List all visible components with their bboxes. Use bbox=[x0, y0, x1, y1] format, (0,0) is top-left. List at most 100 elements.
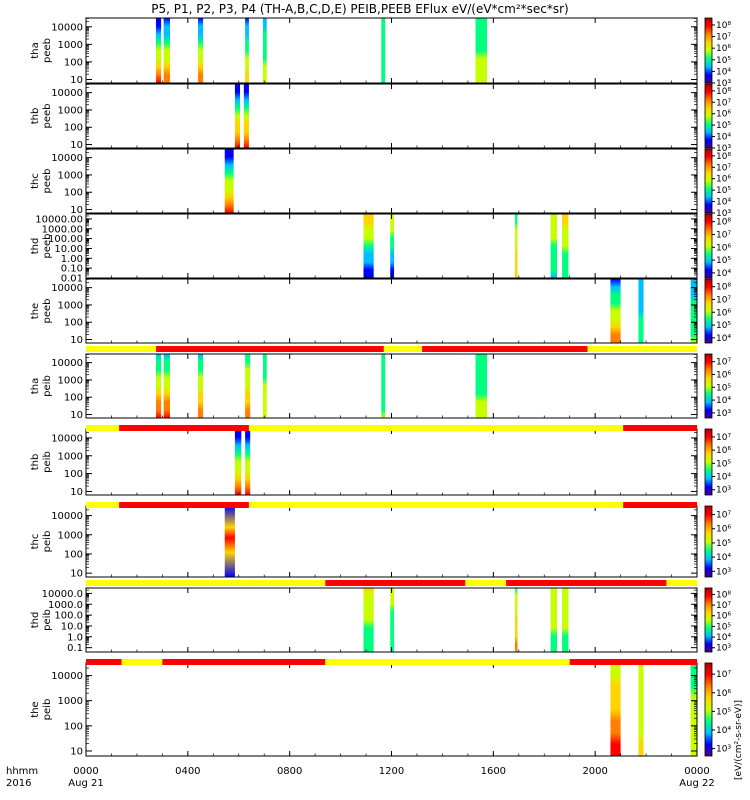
y-tick-label: 10 bbox=[70, 335, 83, 346]
colorbar: 10³ 10⁴ 10⁵ 10⁶ 10⁷ bbox=[704, 428, 731, 496]
y-tick-label: 100.00 bbox=[48, 234, 83, 245]
colorbar-tick-label: 10⁶ bbox=[716, 370, 731, 380]
y-tick-label: 10.00 bbox=[54, 244, 83, 255]
colorbar-tick-label: 10⁴ bbox=[716, 726, 731, 736]
colorbar: 10³ 10⁴ 10⁵ 10⁶ 10⁷ bbox=[704, 505, 731, 578]
panel-background bbox=[86, 354, 697, 418]
y-tick-label: 100 bbox=[64, 393, 83, 404]
panel-background bbox=[86, 663, 697, 756]
y-tick-label: 1000 bbox=[58, 170, 83, 181]
colorbar-tick-label: 10⁴ bbox=[716, 133, 731, 143]
mode-bar-yellow-segment bbox=[465, 580, 507, 586]
colorbar-tick-label: 10⁵ bbox=[716, 383, 731, 393]
spectrogram-block bbox=[243, 84, 249, 148]
panel-ylabel-probe: the bbox=[30, 701, 41, 717]
colorbar-tick-label: 10³ bbox=[716, 644, 731, 654]
colorbar-tick-label: 10⁶ bbox=[716, 446, 731, 456]
y-tick-label: 10000 bbox=[51, 153, 83, 164]
colorbar-strip bbox=[704, 213, 713, 279]
y-tick-label: 10 bbox=[70, 487, 83, 498]
spectrogram-block bbox=[156, 354, 162, 418]
colorbar: 10⁴ 10⁵ 10⁶ 10⁷ 10⁸ bbox=[704, 213, 731, 279]
colorbar-tick-label: 10³ bbox=[716, 144, 731, 154]
y-tick-label: 0.10 bbox=[61, 264, 83, 275]
mode-bar-red-segment bbox=[119, 425, 249, 431]
spectrogram-block bbox=[245, 354, 251, 418]
colorbar-tick-label: 10³ bbox=[716, 745, 731, 755]
panel-ylabel-probe: the bbox=[30, 303, 41, 319]
spectrogram-block bbox=[390, 214, 395, 278]
spectrogram-block bbox=[156, 18, 162, 83]
spectrogram-block bbox=[224, 506, 235, 577]
spectrogram-block bbox=[234, 429, 242, 495]
colorbar-tick-label: 10⁶ bbox=[716, 689, 731, 699]
panel-ylabel-instrument: peeb bbox=[42, 234, 53, 259]
spectrogram-block bbox=[245, 429, 251, 495]
chart-title: P5, P1, P2, P3, P4 (TH-A,B,C,D,E) PEIB,P… bbox=[151, 2, 568, 16]
y-tick-label: 10000 bbox=[51, 511, 83, 522]
colorbar-tick-label: 10⁸ bbox=[716, 21, 731, 31]
colorbar-strip bbox=[704, 428, 713, 496]
spectrogram-block bbox=[363, 214, 374, 278]
colorbar-tick-label: 10⁷ bbox=[716, 670, 731, 680]
panel-ylabel-instrument: peib bbox=[42, 451, 53, 473]
y-tick-label: 10 bbox=[70, 746, 83, 757]
colorbar-tick-label: 10⁶ bbox=[716, 110, 731, 120]
colorbar-tick-label: 10⁵ bbox=[716, 539, 731, 549]
panel-background bbox=[86, 429, 697, 495]
panel-ylabel-instrument: peeb bbox=[42, 169, 53, 194]
mode-bar-red-segment bbox=[569, 659, 697, 665]
mode-bar-yellow-segment bbox=[86, 502, 120, 508]
x-tick-label: 0000 bbox=[73, 766, 98, 777]
spectrogram-block bbox=[224, 149, 234, 213]
spectrogram-block bbox=[262, 18, 267, 83]
panel-ylabel-instrument: peib bbox=[42, 609, 53, 631]
spectrogram-block bbox=[198, 354, 204, 418]
colorbar-strip bbox=[704, 587, 713, 653]
panel-ylabel-probe: thd bbox=[30, 612, 41, 629]
y-tick-label: 10 bbox=[70, 140, 83, 151]
panel-ylabel-probe: thb bbox=[30, 108, 41, 125]
colorbar-tick-label: 10⁶ bbox=[716, 612, 731, 622]
mode-bar bbox=[86, 580, 697, 586]
colorbar-tick-label: 10⁷ bbox=[716, 33, 731, 43]
y-tick-label: 1000 bbox=[58, 105, 83, 116]
panel-ylabel-instrument: peib bbox=[42, 531, 53, 553]
colorbar-tick-label: 10⁴ bbox=[716, 269, 731, 279]
colorbar-tick-label: 10⁷ bbox=[716, 230, 731, 240]
colorbar-tick-label: 10³ bbox=[716, 409, 731, 419]
colorbar-strip bbox=[704, 505, 713, 578]
y-tick-label: 10000 bbox=[51, 358, 83, 369]
spectrogram-block bbox=[550, 588, 557, 652]
x-tick-label: 1200 bbox=[379, 766, 404, 777]
x-tick-label: 0000 bbox=[684, 766, 709, 777]
y-tick-label: 10000 bbox=[51, 671, 83, 682]
mode-bar-yellow-segment bbox=[587, 346, 697, 352]
colorbar-tick-label: 10⁷ bbox=[716, 98, 731, 108]
mode-bar-yellow-segment bbox=[248, 502, 624, 508]
mode-bar-red-segment bbox=[325, 580, 466, 586]
colorbar-tick-label: 10⁷ bbox=[716, 358, 731, 368]
panel-ylabel-probe: tha bbox=[30, 378, 41, 394]
y-tick-label: 1000 bbox=[58, 530, 83, 541]
colorbar-tick-label: 10⁴ bbox=[716, 473, 731, 483]
colorbar-tick-label: 10⁶ bbox=[716, 308, 731, 318]
y-tick-label: 10000 bbox=[51, 283, 83, 294]
mode-bar-yellow-segment bbox=[383, 346, 423, 352]
panel-thc-peib: 10 100 1000 10000 thc peib 10³ 10⁴ 10⁵ 10⁶ 10⁷ bbox=[30, 505, 731, 580]
y-tick-label: 10 bbox=[70, 75, 83, 86]
colorbar-tick-label: 10⁵ bbox=[716, 707, 731, 717]
panel-the-peeb: 10 100 1000 10000 the peeb 10⁴ 10⁵ 10⁶ 10⁷ 10⁸ bbox=[30, 278, 731, 346]
panel-ylabel-probe: thd bbox=[30, 238, 41, 255]
colorbar-strip bbox=[704, 17, 713, 84]
colorbar-tick-label: 10³ bbox=[716, 567, 731, 577]
mode-bar-red-segment bbox=[506, 580, 667, 586]
colorbar-strip bbox=[704, 353, 713, 419]
colorbar-tick-label: 10⁵ bbox=[716, 186, 731, 196]
